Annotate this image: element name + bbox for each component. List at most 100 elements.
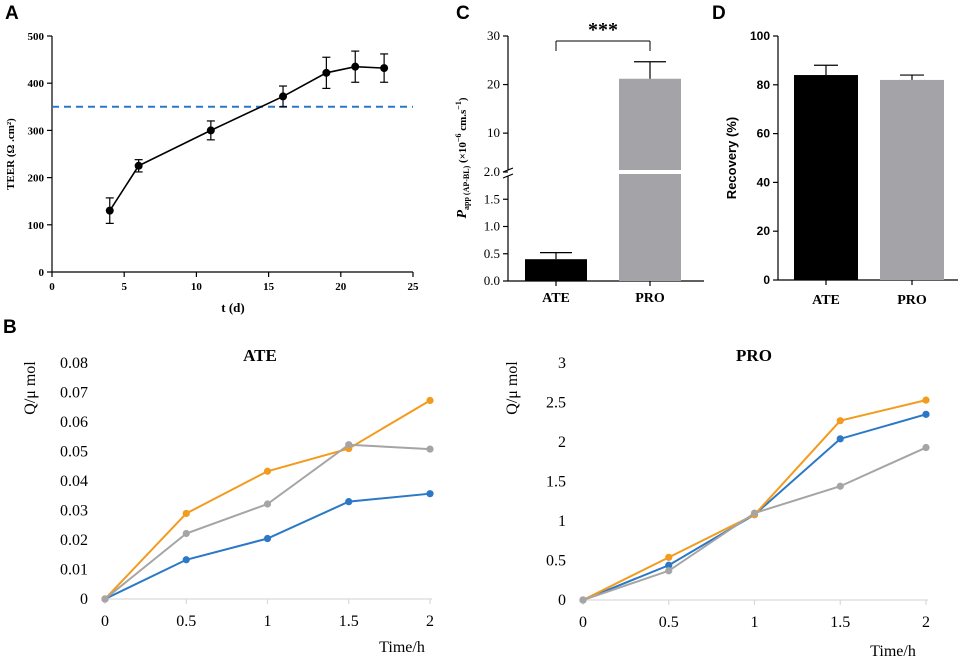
- panel-b-ate-y-tick-label: 0.08: [60, 355, 88, 372]
- panel-b-ate-series-2-point: [263, 467, 272, 475]
- panel-b-pro-y-axis-label: Q/μ mol: [504, 361, 521, 415]
- panel-d-recovery-chart: 0 20 40 60 80 100 ATE PRO Recovery (%): [724, 29, 958, 308]
- panel-a-x-tick-label: 20: [335, 281, 347, 293]
- panel-b-pro-y-tick-label: 2: [558, 434, 566, 451]
- panel-c-axis-break-mark-1: [502, 167, 514, 173]
- panel-a-y-tick-label: 400: [28, 78, 45, 90]
- panel-a-y-tick-label: 500: [28, 31, 45, 43]
- panel-a-data-point: [380, 64, 389, 73]
- panel-b-pro-series-2-point: [665, 553, 673, 561]
- panel-a-x-axis-label: t (d): [221, 300, 244, 315]
- panel-b-ate-series-3-point: [426, 445, 434, 453]
- panel-b-pro-series-1-point: [922, 410, 930, 418]
- panel-c-y-tick-label: 30: [487, 28, 500, 43]
- panel-a-x-tick-label: 5: [121, 281, 127, 293]
- panel-c-bar-pro: [619, 78, 681, 281]
- panel-b-pro-chart: 0 0.5 1 1.5 2 2.5 3 0 0.5 1 1.5 2 PRO Q/μ mol Time…: [504, 346, 930, 660]
- panel-d-y-axis-label: Recovery (%): [724, 117, 739, 199]
- panel-label-a: A: [5, 3, 19, 24]
- panel-c-y-tick-label: 0.0: [484, 273, 500, 288]
- panel-b-pro-x-tick-label: 2: [922, 614, 930, 631]
- panel-a-y-tick-label: 100: [28, 220, 45, 232]
- panel-b-ate-y-tick-label: 0.07: [60, 385, 88, 402]
- panel-c-ylabel-exp: −6: [454, 134, 463, 143]
- panel-b-pro-y-tick-label: 2.5: [546, 395, 566, 412]
- panel-b-ate-y-tick-label: 0.06: [60, 414, 88, 431]
- panel-b-ate-series-2-point: [182, 509, 190, 518]
- panel-b-pro-series-3-line: [582, 446, 927, 601]
- panel-b-pro-x-tick-label: 0: [579, 614, 587, 631]
- panel-b-pro-y-tick-label: 0: [558, 592, 566, 609]
- panel-a-x-tick-label: 0: [49, 281, 55, 293]
- panel-c-y-tick-label: 10: [487, 125, 500, 140]
- panel-b-pro-y-tick-label: 3: [558, 355, 566, 372]
- panel-b-pro-series-1-line: [582, 413, 927, 601]
- panel-c-ylabel-close: ): [457, 97, 469, 101]
- panel-a-x-tick-label: 15: [263, 281, 275, 293]
- panel-c-y-tick-label: 2.0: [484, 164, 500, 179]
- panel-a-y-axis-label: TEER (Ω .cm²): [5, 118, 17, 190]
- panel-c-x-tick-label: ATE: [542, 291, 570, 306]
- panel-b-pro-series-3-point: [836, 482, 844, 490]
- panel-a-teer-chart: 0 100 200 300 400 500 0 5 10 15 20 25 TEER (Ω .cm²…: [5, 31, 419, 315]
- panel-b-ate-y-tick-label: 0.05: [60, 444, 88, 461]
- panel-label-d: D: [712, 3, 726, 24]
- panel-c-ylabel-unit: cm.s: [457, 109, 469, 134]
- panel-b-pro-y-tick-label: 1: [558, 513, 566, 530]
- panel-b-pro-series-2-point: [836, 417, 844, 425]
- panel-b-pro-series-2-point: [922, 396, 930, 404]
- panel-c-x-tick-label: PRO: [635, 291, 665, 306]
- panel-b-ate-x-tick-label: 2: [426, 613, 434, 630]
- panel-b-ate-series-3-point: [263, 500, 272, 508]
- panel-b-ate-x-tick-label: 1: [264, 613, 272, 630]
- panel-b-pro-series-1-point: [665, 561, 673, 569]
- panel-label-b: B: [3, 317, 17, 338]
- panel-c-papp-chart: 0.0 0.5 1.0 1.5 2.0 10 20 30 ATE PRO *** Papp (A…: [454, 19, 704, 306]
- panel-c-ylabel-p: P: [455, 210, 470, 219]
- panel-c-ylabel-sub: app (AP-BL): [462, 165, 471, 210]
- panel-b-pro-series-1-point: [836, 435, 844, 443]
- panel-d-y-tick-label: 60: [757, 127, 771, 141]
- panel-d-y-tick-label: 100: [750, 29, 770, 43]
- panel-b-pro-x-tick-label: 1.5: [830, 614, 850, 631]
- panel-b-ate-chart: 0 0.01 0.02 0.03 0.04 0.05 0.06 0.07 0.08 0 0.5 1 1…: [22, 346, 434, 656]
- panel-b-ate-series-3-point: [182, 529, 190, 538]
- panel-a-x-tick-label: 10: [191, 281, 203, 293]
- panel-a-y-tick-label: 300: [28, 125, 45, 137]
- panel-b-pro-y-tick-label: 0.5: [546, 553, 566, 570]
- panel-b-pro-series-3-point: [665, 567, 673, 575]
- panel-b-ate-title: ATE: [243, 346, 277, 365]
- panel-b-pro-series-3-point: [579, 596, 587, 604]
- panel-a-data-point: [279, 92, 288, 101]
- panel-c-y-tick-label: 1.0: [484, 219, 500, 234]
- panel-c-y-tick-label: 20: [487, 77, 500, 92]
- panel-b-ate-y-tick-label: 0.02: [60, 532, 88, 549]
- panel-a-data-point: [351, 62, 360, 71]
- panel-a-data-point: [322, 68, 331, 77]
- panel-a-y-tick-label: 0: [39, 267, 45, 279]
- panel-d-y-tick-label: 40: [757, 175, 771, 189]
- panel-d-y-tick-label: 0: [763, 273, 770, 287]
- panel-b-ate-y-axis-label: Q/μ mol: [22, 361, 39, 415]
- panel-c-ylabel-tail: (×10: [457, 142, 469, 166]
- panel-c-ylabel-unit-exp: −1: [454, 101, 463, 110]
- panel-b-ate-x-tick-label: 0.5: [176, 613, 196, 630]
- panel-b-pro-x-tick-label: 0.5: [659, 614, 679, 631]
- panel-a-data-point: [206, 126, 215, 135]
- panel-a-series-line: [109, 65, 385, 212]
- panel-b-pro-series-3-point: [922, 443, 930, 452]
- panel-b-pro-series-2-line: [582, 399, 927, 601]
- panel-b-ate-series-3-point: [101, 595, 109, 603]
- panel-b-ate-series-1-point: [345, 498, 353, 506]
- panel-b-ate-series-1-point: [182, 556, 190, 564]
- panel-a-data-point: [134, 161, 143, 170]
- panel-b-pro-x-tick-label: 1: [751, 614, 759, 631]
- panel-b-pro-title: PRO: [736, 346, 772, 365]
- panel-b-ate-y-tick-label: 0.03: [60, 503, 88, 520]
- panel-label-c: C: [456, 3, 470, 24]
- panel-d-bar-ate: [794, 75, 858, 280]
- panel-b-pro-series-3-point: [750, 509, 759, 517]
- panel-b-ate-x-tick-label: 0: [101, 613, 109, 630]
- panel-b-ate-y-tick-label: 0.01: [60, 562, 88, 579]
